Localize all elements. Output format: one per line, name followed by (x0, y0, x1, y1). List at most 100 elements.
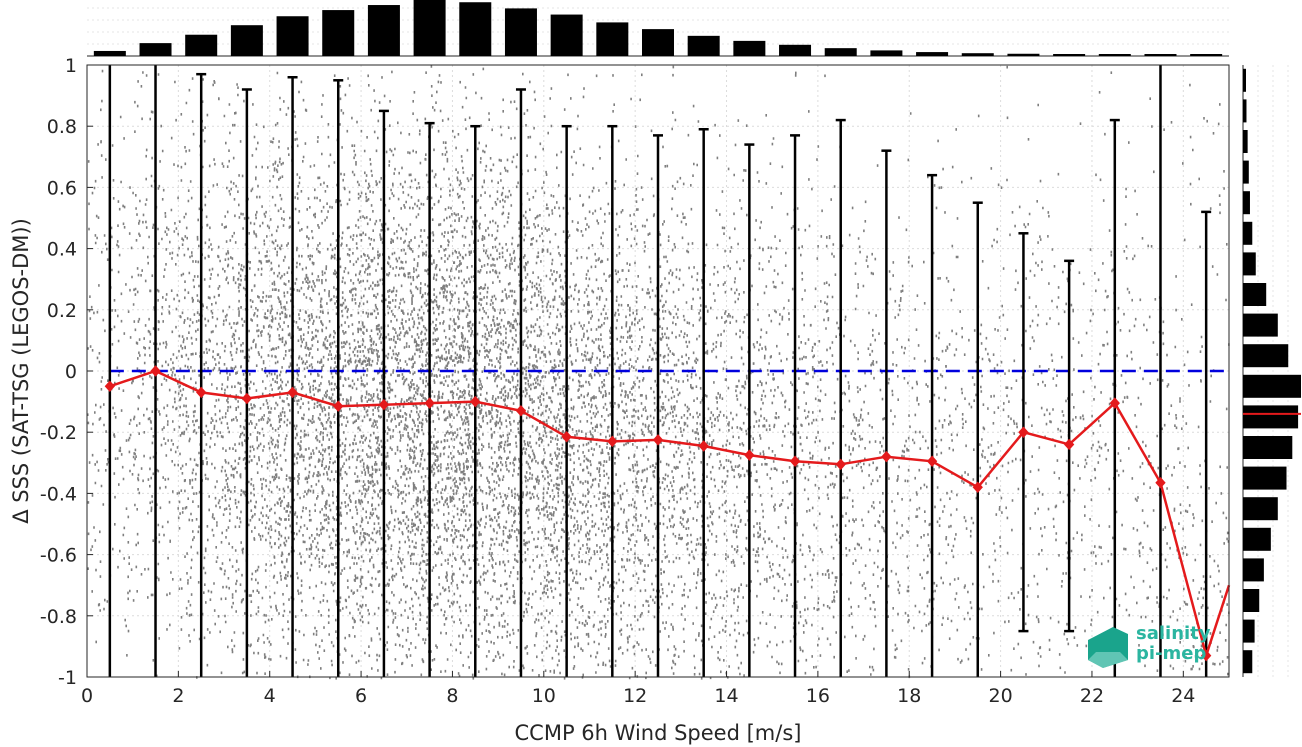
right-hist-bar (1243, 252, 1256, 276)
median-point (561, 431, 572, 443)
median-line-tail (1204, 584, 1231, 656)
right-hist-bar (1243, 68, 1246, 92)
y-tick-label: 0.6 (47, 177, 77, 199)
median-point (698, 440, 709, 452)
median-point (470, 395, 481, 408)
y-axis-ticks: -1 -0.8 -0.6 -0.4 -0.2 0 0.2 0.4 0.6 0.8 1 (40, 55, 93, 689)
salinity-pimep-logo: salinity pi-mep (1088, 623, 1211, 668)
median-point (241, 392, 253, 405)
top-hist-bar (550, 14, 583, 56)
top-hist-bar (1190, 54, 1223, 56)
top-hist-bar (596, 22, 629, 56)
y-tick-label: -0.2 (40, 422, 77, 444)
y-tick-label: 1 (65, 55, 77, 77)
top-hist-bar (139, 43, 172, 56)
median-point (515, 405, 527, 417)
top-hist-bar (870, 50, 903, 56)
logo-text-line2: pi-mep (1136, 643, 1206, 664)
top-hist-bar (779, 44, 812, 56)
median-point (424, 397, 435, 409)
median-point (1018, 426, 1029, 438)
right-hist-bar (1243, 313, 1278, 337)
top-hist-bar (322, 10, 355, 56)
right-hist-bar (1243, 619, 1255, 643)
x-tick-label: 6 (355, 685, 367, 707)
median-point (926, 455, 938, 468)
median-point (1109, 397, 1120, 409)
top-hist-bar (413, 0, 446, 56)
right-hist-bar (1243, 497, 1278, 521)
top-hist-bar (961, 53, 994, 56)
x-tick-label: 12 (623, 685, 647, 707)
top-hist-bar (733, 40, 766, 56)
x-tick-label: 14 (714, 685, 738, 707)
x-tick-label: 20 (989, 685, 1013, 707)
right-hist-bar (1243, 160, 1249, 184)
right-hist-bar (1243, 283, 1267, 306)
top-hist-bar (504, 8, 537, 56)
top-hist-bar (824, 48, 857, 56)
y-tick-label: 0.2 (47, 300, 77, 322)
median-point (744, 449, 755, 461)
logo-text-line1: salinity (1136, 623, 1211, 644)
y-tick-label: -0.4 (40, 483, 77, 505)
top-hist-bar (93, 50, 126, 56)
x-tick-label: 4 (264, 685, 276, 707)
right-hist-bar (1243, 589, 1260, 612)
y-tick-label: 0.8 (47, 116, 77, 138)
top-hist-bar (642, 29, 674, 56)
median-point (104, 380, 116, 393)
logo-mark-shade (1088, 652, 1128, 668)
right-hist-bar (1243, 374, 1301, 398)
median-line-series (104, 365, 1231, 662)
right-histogram (1242, 65, 1301, 677)
x-tick-label: 16 (806, 685, 830, 707)
median-point (652, 434, 664, 446)
x-tick-label: 0 (81, 685, 93, 707)
x-tick-label: 10 (532, 685, 556, 707)
top-hist-bar (230, 25, 263, 56)
right-hist-bar (1243, 344, 1289, 368)
right-hist-bar (1243, 99, 1247, 123)
top-hist-bar (459, 2, 492, 56)
median-point (196, 386, 207, 399)
right-hist-bar (1243, 221, 1253, 245)
median-point (333, 400, 344, 412)
top-hist-bar (185, 34, 218, 56)
median-point (607, 435, 618, 448)
top-hist-bar (916, 52, 949, 56)
median-point (150, 365, 161, 377)
x-axis-ticks: 0 2 4 6 8 10 12 14 16 18 20 22 24 (81, 671, 1195, 707)
y-tick-label: 0.4 (47, 239, 77, 261)
median-point (972, 481, 983, 494)
x-tick-label: 18 (897, 685, 921, 707)
y-axis-label: Δ SSS (SAT-TSG (LEGOS-DM)) (9, 218, 33, 524)
y-tick-label: 0 (65, 361, 77, 383)
right-hist-bar (1243, 527, 1271, 551)
median-point (1063, 438, 1075, 451)
right-hist-bar (1243, 650, 1253, 674)
right-hist-bar (1243, 466, 1287, 490)
x-tick-label: 22 (1080, 685, 1104, 707)
y-tick-label: -0.8 (40, 606, 77, 628)
top-histogram (87, 0, 1229, 57)
y-tick-label: -1 (58, 667, 77, 689)
top-hist-bar (1144, 54, 1177, 56)
top-hist-bar (1098, 54, 1131, 56)
right-hist-bar (1243, 405, 1299, 429)
x-axis-label: CCMP 6h Wind Speed [m/s] (515, 721, 802, 745)
median-point (287, 386, 298, 399)
median-point (789, 455, 801, 468)
x-tick-label: 24 (1171, 685, 1195, 707)
top-hist-bar (687, 35, 720, 56)
median-point (1200, 649, 1212, 662)
top-hist-bar (276, 16, 309, 57)
median-point (881, 450, 892, 463)
right-hist-bar (1243, 558, 1264, 582)
median-point (378, 398, 390, 411)
top-hist-bar (1053, 54, 1086, 56)
top-hist-bar (367, 5, 400, 56)
right-hist-bar (1243, 130, 1248, 153)
x-tick-label: 2 (172, 685, 184, 707)
